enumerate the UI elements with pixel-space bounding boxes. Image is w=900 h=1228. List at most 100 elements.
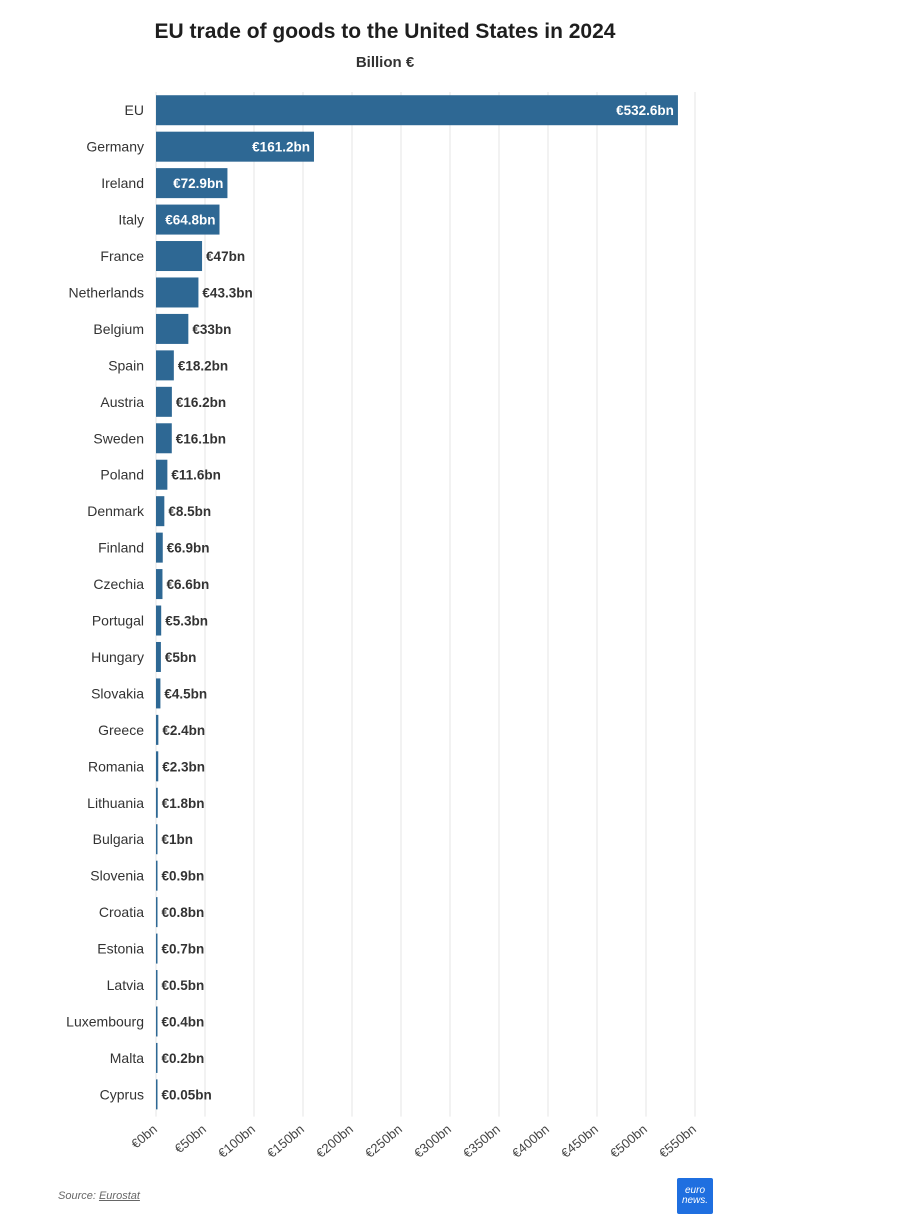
bar bbox=[156, 751, 159, 782]
category-label: Italy bbox=[118, 212, 144, 228]
category-label: Belgium bbox=[93, 321, 144, 337]
bar bbox=[156, 350, 174, 381]
category-label: Sweden bbox=[93, 430, 144, 446]
data-label: €16.2bn bbox=[176, 395, 226, 410]
bar bbox=[156, 641, 161, 672]
category-label: Germany bbox=[86, 139, 144, 155]
logo-text-top: euro bbox=[684, 1185, 705, 1196]
x-tick-label: €350bn bbox=[460, 1121, 503, 1160]
bar bbox=[156, 459, 168, 490]
bar bbox=[156, 386, 172, 417]
data-label: €0.2bn bbox=[162, 1051, 205, 1066]
data-label: €0.7bn bbox=[162, 942, 205, 957]
bar bbox=[156, 241, 203, 272]
bar bbox=[156, 605, 162, 636]
data-label: €18.2bn bbox=[178, 358, 228, 373]
euronews-logo: euro news. bbox=[677, 1178, 713, 1214]
data-label: €0.5bn bbox=[162, 978, 205, 993]
category-label: Cyprus bbox=[100, 1086, 144, 1102]
category-label: Poland bbox=[100, 467, 144, 483]
category-label: Finland bbox=[98, 540, 144, 556]
bar bbox=[156, 204, 220, 235]
data-label: €0.4bn bbox=[162, 1014, 205, 1029]
category-label: Portugal bbox=[92, 613, 144, 629]
x-tick-label: €50bn bbox=[172, 1121, 209, 1156]
x-tick-label: €400bn bbox=[509, 1121, 552, 1160]
source-note: Source: Eurostat bbox=[58, 1190, 140, 1202]
bar bbox=[156, 313, 189, 344]
data-label: €4.5bn bbox=[164, 686, 207, 701]
bar bbox=[156, 824, 158, 855]
category-label: France bbox=[100, 248, 144, 264]
category-label: Slovakia bbox=[91, 685, 144, 701]
data-label: €8.5bn bbox=[168, 504, 211, 519]
bar bbox=[156, 787, 158, 818]
category-label: Ireland bbox=[101, 175, 144, 191]
x-tick-label: €300bn bbox=[411, 1121, 454, 1160]
category-label: Denmark bbox=[87, 503, 145, 519]
source-link[interactable]: Eurostat bbox=[98, 1190, 140, 1202]
bar bbox=[156, 168, 228, 199]
category-label: Latvia bbox=[107, 977, 145, 993]
category-label: Czechia bbox=[93, 576, 144, 592]
bar bbox=[156, 678, 161, 709]
x-tick-label: €500bn bbox=[607, 1121, 650, 1160]
data-label: €1.8bn bbox=[162, 796, 205, 811]
category-label: Austria bbox=[100, 394, 144, 410]
x-tick-label: €450bn bbox=[558, 1121, 601, 1160]
x-tick-label: €150bn bbox=[264, 1121, 307, 1160]
data-label: €0.8bn bbox=[162, 905, 205, 920]
data-label: €1bn bbox=[162, 832, 194, 847]
bar bbox=[156, 532, 163, 563]
category-label: Croatia bbox=[99, 904, 144, 920]
category-label: Bulgaria bbox=[93, 831, 145, 847]
data-label: €2.3bn bbox=[162, 759, 205, 774]
chart-title: EU trade of goods to the United States i… bbox=[154, 20, 616, 43]
data-label: €2.4bn bbox=[162, 723, 205, 738]
bar bbox=[156, 860, 158, 891]
bar-chart: €0bn €50bn €100bn €150bn €200bn €250bn €300bn €… bbox=[66, 92, 699, 1161]
data-label: €161.2bn bbox=[252, 140, 310, 155]
data-label: €16.1bn bbox=[176, 431, 226, 446]
category-label: Luxembourg bbox=[66, 1013, 144, 1029]
bar bbox=[156, 277, 199, 308]
bar bbox=[156, 496, 165, 527]
bar bbox=[156, 1042, 158, 1073]
category-label: Romania bbox=[88, 758, 144, 774]
category-label: Slovenia bbox=[90, 868, 144, 884]
data-label: €72.9bn bbox=[173, 176, 223, 191]
chart-subtitle: Billion € bbox=[355, 54, 415, 71]
source-prefix: Source: bbox=[58, 1190, 99, 1202]
x-tick-label: €250bn bbox=[362, 1121, 405, 1160]
bar bbox=[156, 569, 163, 600]
bar bbox=[156, 714, 159, 745]
data-label: €43.3bn bbox=[202, 285, 252, 300]
category-label: Netherlands bbox=[69, 284, 145, 300]
data-label: €6.6bn bbox=[166, 577, 209, 592]
category-label: Greece bbox=[98, 722, 144, 738]
bar bbox=[156, 423, 172, 454]
category-label: Malta bbox=[110, 1050, 144, 1066]
bar bbox=[156, 897, 158, 928]
bar bbox=[156, 1079, 158, 1110]
category-label: Lithuania bbox=[87, 795, 144, 811]
data-label: €5.3bn bbox=[165, 614, 208, 629]
bar bbox=[156, 933, 158, 964]
x-tick-label: €200bn bbox=[313, 1121, 356, 1160]
logo-text-bottom: news. bbox=[681, 1195, 709, 1206]
data-label: €532.6bn bbox=[616, 103, 674, 118]
bar bbox=[156, 970, 158, 1001]
data-label: €33bn bbox=[192, 322, 231, 337]
data-label: €64.8bn bbox=[165, 213, 215, 228]
bar bbox=[156, 95, 678, 126]
data-label: €47bn bbox=[206, 249, 245, 264]
x-tick-label: €550bn bbox=[656, 1121, 699, 1160]
data-label: €0.05bn bbox=[162, 1087, 212, 1102]
category-label: Estonia bbox=[97, 941, 144, 957]
data-label: €5bn bbox=[165, 650, 197, 665]
bar bbox=[156, 131, 314, 162]
x-tick-label: €100bn bbox=[215, 1121, 258, 1160]
data-label: €0.9bn bbox=[162, 869, 205, 884]
data-label: €6.9bn bbox=[167, 541, 210, 556]
data-label: €11.6bn bbox=[171, 468, 221, 483]
